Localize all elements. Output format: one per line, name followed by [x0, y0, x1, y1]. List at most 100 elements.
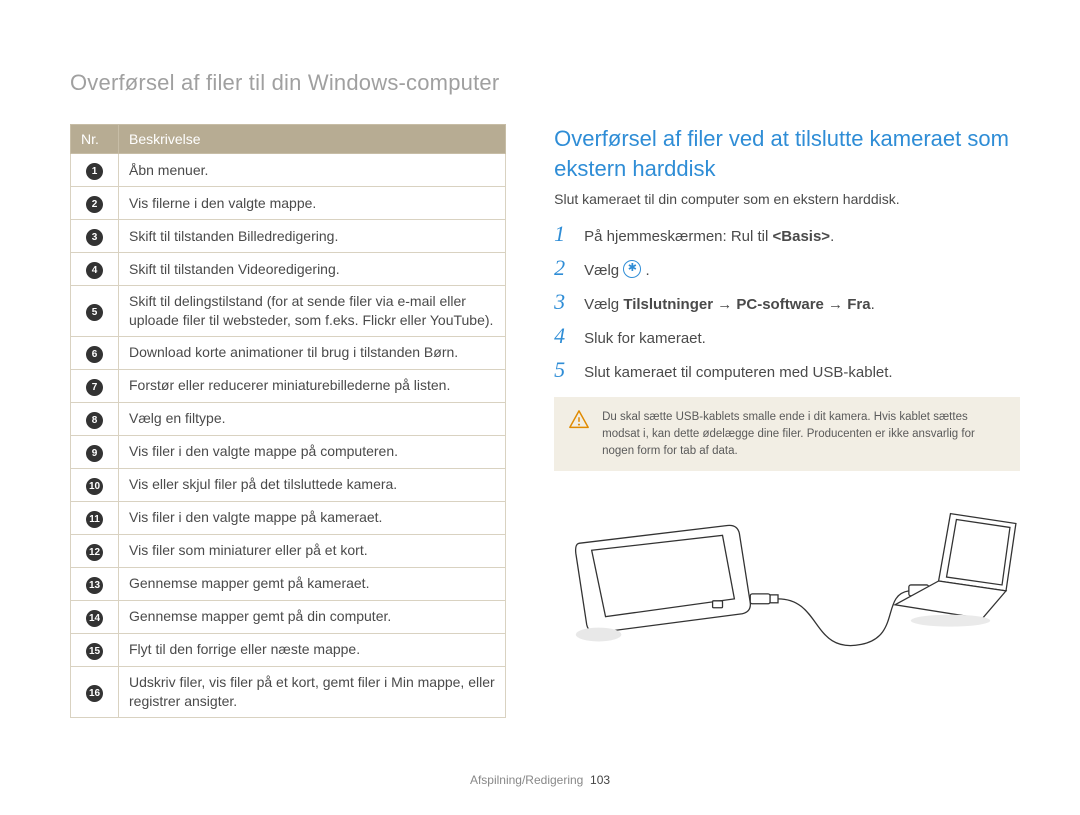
- right-column: Overførsel af filer ved at tilslutte kam…: [554, 124, 1020, 718]
- row-number-cell: 1: [71, 154, 119, 187]
- camera-icon: [576, 526, 751, 642]
- number-badge: 7: [86, 379, 103, 396]
- number-badge: 8: [86, 412, 103, 429]
- page-title: Overførsel af filer til din Windows-comp…: [70, 70, 1020, 96]
- row-desc-cell: Åbn menuer.: [119, 154, 506, 187]
- number-badge: 2: [86, 196, 103, 213]
- row-desc-cell: Vis filer i den valgte mappe på kameraet…: [119, 501, 506, 534]
- number-badge: 5: [86, 304, 103, 321]
- row-number-cell: 9: [71, 435, 119, 468]
- step-4: 4 Sluk for kameraet.: [554, 325, 1020, 349]
- step-text: Vælg .: [584, 257, 650, 281]
- step-2: 2 Vælg .: [554, 257, 1020, 281]
- step-number: 3: [554, 291, 572, 313]
- step-text: Sluk for kameraet.: [584, 325, 706, 349]
- row-number-cell: 15: [71, 633, 119, 666]
- step-3: 3 Vælg Tilslutninger → PC-software → Fra…: [554, 291, 1020, 315]
- row-number-cell: 13: [71, 567, 119, 600]
- number-badge: 3: [86, 229, 103, 246]
- row-number-cell: 16: [71, 666, 119, 717]
- row-number-cell: 10: [71, 468, 119, 501]
- connection-illustration: [554, 495, 1020, 665]
- row-desc-cell: Gennemse mapper gemt på din computer.: [119, 600, 506, 633]
- step-text-post: .: [830, 228, 834, 245]
- row-number-cell: 3: [71, 220, 119, 253]
- table-row: 5 Skift til delingstilstand (for at sende…: [71, 286, 506, 337]
- step-text: På hjemmeskærmen: Rul til <Basis>.: [584, 223, 834, 247]
- table-row: 10 Vis eller skjul filer på det tilslutte…: [71, 468, 506, 501]
- step-5: 5 Slut kameraet til computeren med USB-k…: [554, 359, 1020, 383]
- number-badge: 1: [86, 163, 103, 180]
- row-number-cell: 6: [71, 336, 119, 369]
- row-desc-cell: Skift til tilstanden Billedredigering.: [119, 220, 506, 253]
- step-number: 1: [554, 223, 572, 245]
- number-badge: 16: [86, 685, 103, 702]
- step-text-post: .: [641, 262, 649, 279]
- table-row: 8 Vælg en filtype.: [71, 402, 506, 435]
- row-desc-cell: Skift til delingstilstand (for at sende …: [119, 286, 506, 337]
- step-text: Vælg Tilslutninger → PC-software → Fra.: [584, 291, 875, 315]
- table-row: 16 Udskriv filer, vis filer på et kort, g…: [71, 666, 506, 717]
- step-text-pre: Vælg: [584, 262, 623, 279]
- footer-page-number: 103: [590, 773, 610, 787]
- table-row: 13 Gennemse mapper gemt på kameraet.: [71, 567, 506, 600]
- page-footer: Afspilning/Redigering 103: [0, 773, 1080, 787]
- row-number-cell: 7: [71, 369, 119, 402]
- th-nr: Nr.: [71, 125, 119, 154]
- table-row: 3 Skift til tilstanden Billedredigering.: [71, 220, 506, 253]
- table-row: 14 Gennemse mapper gemt på din computer.: [71, 600, 506, 633]
- laptop-icon: [895, 514, 1016, 627]
- number-badge: 9: [86, 445, 103, 462]
- settings-icon: [623, 260, 641, 278]
- left-column: Nr. Beskrivelse 1 Åbn menuer.2Vis filerne…: [70, 124, 506, 718]
- row-number-cell: 14: [71, 600, 119, 633]
- warning-text: Du skal sætte USB-kablets smalle ende i …: [602, 409, 1006, 459]
- number-badge: 6: [86, 346, 103, 363]
- step-text-pre: På hjemmeskærmen: Rul til: [584, 228, 772, 245]
- row-desc-cell: Vis filer i den valgte mappe på computer…: [119, 435, 506, 468]
- row-desc-cell: Vælg en filtype.: [119, 402, 506, 435]
- step-1: 1 På hjemmeskærmen: Rul til <Basis>.: [554, 223, 1020, 247]
- step-text: Slut kameraet til computeren med USB-kab…: [584, 359, 892, 383]
- number-badge: 13: [86, 577, 103, 594]
- step-text-pre: Vælg: [584, 296, 623, 313]
- step-number: 5: [554, 359, 572, 381]
- row-number-cell: 11: [71, 501, 119, 534]
- content-columns: Nr. Beskrivelse 1 Åbn menuer.2Vis filerne…: [70, 124, 1020, 718]
- number-badge: 15: [86, 643, 103, 660]
- table-row: 1 Åbn menuer.: [71, 154, 506, 187]
- row-desc-cell: Skift til tilstanden Videoredigering.: [119, 253, 506, 286]
- number-badge: 10: [86, 478, 103, 495]
- number-badge: 4: [86, 262, 103, 279]
- section-subtext: Slut kameraet til din computer som en ek…: [554, 191, 1020, 207]
- number-badge: 11: [86, 511, 103, 528]
- step-number: 4: [554, 325, 572, 347]
- row-number-cell: 2: [71, 187, 119, 220]
- table-row: 4 Skift til tilstanden Videoredigering.: [71, 253, 506, 286]
- row-desc-cell: Udskriv filer, vis filer på et kort, gem…: [119, 666, 506, 717]
- row-number-cell: 12: [71, 534, 119, 567]
- row-number-cell: 4: [71, 253, 119, 286]
- table-row: 12Vis filer som miniaturer eller på et k…: [71, 534, 506, 567]
- row-desc-cell: Gennemse mapper gemt på kameraet.: [119, 567, 506, 600]
- table-row: 6Download korte animationer til brug i t…: [71, 336, 506, 369]
- table-row: 11 Vis filer i den valgte mappe på kamera…: [71, 501, 506, 534]
- row-number-cell: 5: [71, 286, 119, 337]
- row-desc-cell: Vis filer som miniaturer eller på et kor…: [119, 534, 506, 567]
- step-text-bold: Tilslutninger → PC-software → Fra: [623, 296, 870, 313]
- table-row: 7 Forstør eller reducerer miniaturebilled…: [71, 369, 506, 402]
- step-text-bold: <Basis>: [773, 228, 831, 245]
- table-row: 2Vis filerne i den valgte mappe.: [71, 187, 506, 220]
- table-row: 15 Flyt til den forrige eller næste mappe…: [71, 633, 506, 666]
- warning-box: Du skal sætte USB-kablets smalle ende i …: [554, 397, 1020, 471]
- step-number: 2: [554, 257, 572, 279]
- row-desc-cell: Vis eller skjul filer på det tilsluttede…: [119, 468, 506, 501]
- usb-cable-icon: [750, 585, 938, 646]
- row-number-cell: 8: [71, 402, 119, 435]
- footer-section: Afspilning/Redigering: [470, 773, 583, 787]
- row-desc-cell: Forstør eller reducerer miniaturebillede…: [119, 369, 506, 402]
- number-badge: 14: [86, 610, 103, 627]
- th-desc: Beskrivelse: [119, 125, 506, 154]
- row-desc-cell: Flyt til den forrige eller næste mappe.: [119, 633, 506, 666]
- step-text-post: .: [871, 296, 875, 313]
